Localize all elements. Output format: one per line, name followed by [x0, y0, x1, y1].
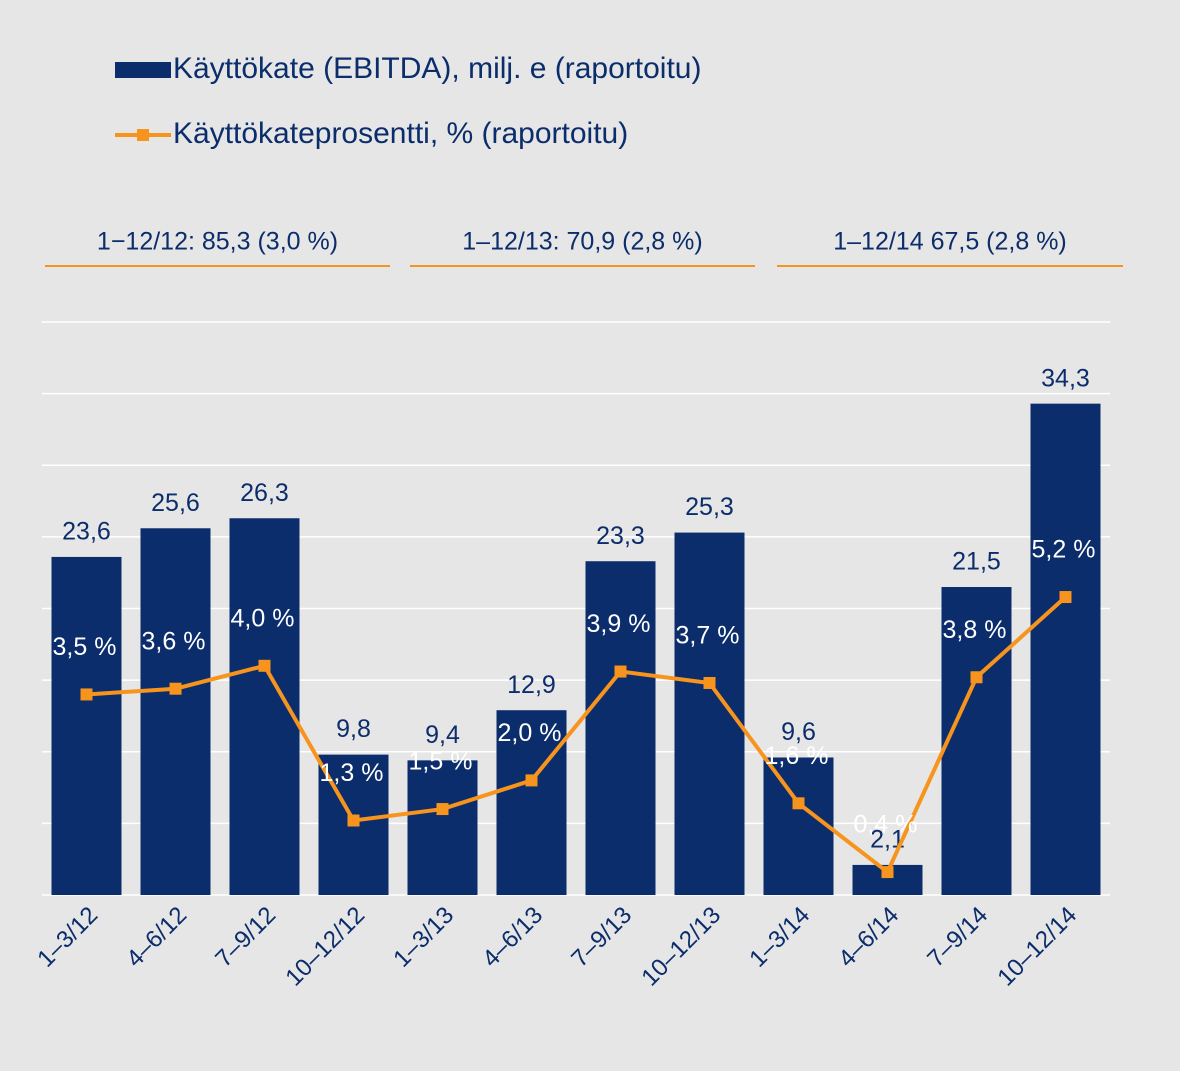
line-marker — [258, 659, 271, 672]
line-marker — [525, 774, 538, 787]
bar-value-label: 25,3 — [685, 493, 734, 521]
x-tick-label: 7–9/14 — [922, 902, 993, 973]
line-value-label: 3,8 % — [943, 616, 1007, 644]
bar-value-label: 12,9 — [507, 671, 556, 699]
line-value-label: 5,2 % — [1032, 536, 1096, 564]
x-tick-label: 1–3/12 — [32, 902, 103, 973]
bar — [140, 528, 211, 895]
x-tick-label: 7–9/13 — [566, 902, 637, 973]
line-value-label: 3,7 % — [676, 622, 740, 650]
bar — [407, 760, 478, 895]
line-marker — [436, 803, 449, 816]
line-value-label: 3,9 % — [587, 610, 651, 638]
bar-value-label: 25,6 — [151, 489, 200, 517]
line-value-label: 4,0 % — [231, 604, 295, 632]
bar — [51, 556, 122, 895]
x-tick-label: 4–6/12 — [121, 902, 192, 973]
x-tick-label: 10–12/12 — [280, 902, 370, 992]
bar — [496, 710, 567, 895]
x-tick-label: 7–9/12 — [210, 902, 281, 973]
line-marker — [970, 671, 983, 684]
x-tick-label: 10–12/13 — [636, 902, 726, 992]
x-tick-label: 4–6/14 — [833, 902, 904, 973]
line-marker — [881, 866, 894, 879]
bar — [585, 561, 656, 895]
annotation: 1−12/12: 85,3 (3,0 %) — [97, 228, 338, 256]
line-value-label: 1,5 % — [409, 748, 473, 776]
legend-swatch — [115, 62, 171, 78]
line-marker — [347, 814, 360, 827]
line-marker — [80, 688, 93, 701]
bar — [1030, 403, 1101, 895]
bar-value-label: 21,5 — [952, 548, 1001, 576]
legend-label: Käyttökate (EBITDA), milj. e (raportoitu… — [173, 52, 702, 85]
line-value-label: 1,3 % — [320, 759, 384, 787]
bar-value-label: 9,4 — [425, 721, 460, 749]
line-marker — [1059, 591, 1072, 604]
line-value-label: 2,0 % — [498, 719, 562, 747]
line-value-label: 3,6 % — [142, 627, 206, 655]
annotation: 1–12/13: 70,9 (2,8 %) — [462, 228, 702, 256]
line-value-label: 3,5 % — [53, 633, 117, 661]
bar-value-label: 23,3 — [596, 522, 645, 550]
bar-value-label: 9,8 — [336, 715, 371, 743]
x-tick-label: 1–3/14 — [744, 902, 815, 973]
line-value-label: 1,6 % — [765, 742, 829, 770]
x-tick-label: 10–12/14 — [992, 902, 1082, 992]
legend-label: Käyttökateprosentti, % (raportoitu) — [173, 117, 628, 150]
line-marker — [703, 676, 716, 689]
x-tick-label: 4–6/13 — [477, 902, 548, 973]
bar-value-label: 34,3 — [1041, 364, 1090, 392]
annotation: 1–12/14 67,5 (2,8 %) — [833, 228, 1067, 256]
bar-value-label: 26,3 — [240, 479, 289, 507]
bar — [763, 757, 834, 895]
line — [86, 595, 1067, 876]
line-marker — [614, 665, 627, 678]
x-tick-label: 1–3/13 — [388, 902, 459, 973]
bar-value-label: 23,6 — [62, 518, 111, 546]
line-marker — [792, 797, 805, 810]
line-value-label: 0,4 % — [854, 811, 918, 839]
bar — [941, 587, 1012, 895]
legend-marker — [137, 129, 149, 141]
bar-value-label: 9,6 — [781, 718, 816, 746]
line-marker — [169, 682, 182, 695]
